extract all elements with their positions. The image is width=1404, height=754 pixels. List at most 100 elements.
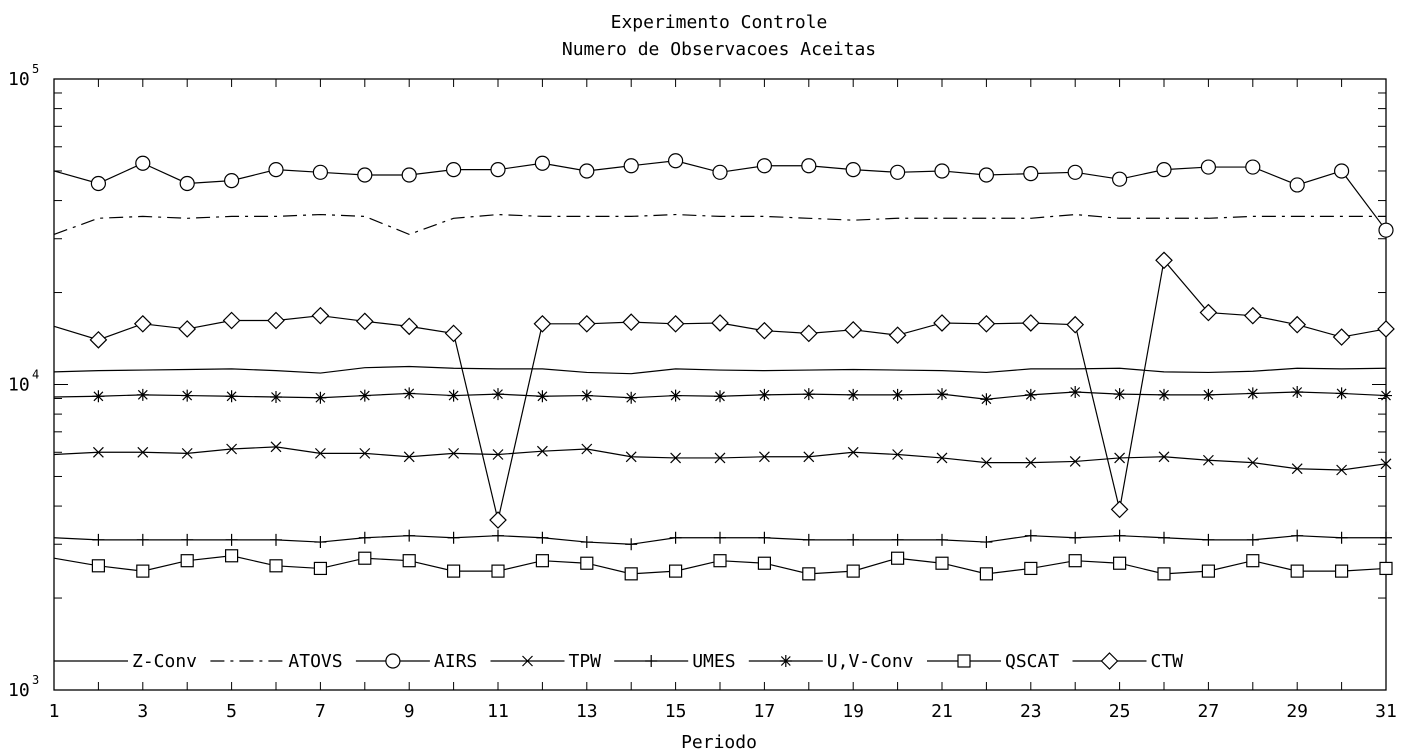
diamond-marker xyxy=(933,314,951,332)
plus-marker xyxy=(847,533,860,546)
legend-label: UMES xyxy=(692,651,735,672)
asterisk-marker xyxy=(1335,387,1348,400)
diamond-marker xyxy=(311,306,330,325)
circle-marker xyxy=(446,162,462,178)
diamond-marker xyxy=(711,314,729,332)
square-marker xyxy=(1112,556,1127,570)
diamond-marker xyxy=(844,320,863,339)
square-marker xyxy=(624,567,638,581)
x-marker xyxy=(1336,464,1348,476)
asterisk-marker xyxy=(758,388,771,401)
square-marker xyxy=(757,556,772,570)
chart-subtitle: Numero de Observacoes Aceitas xyxy=(562,39,876,60)
series-atovs xyxy=(53,213,1386,236)
plus-marker xyxy=(645,655,658,667)
diamond-marker xyxy=(444,324,463,343)
plus-marker xyxy=(936,533,948,546)
diamond-marker xyxy=(489,511,507,529)
diamond-marker xyxy=(533,314,552,333)
asterisk-marker xyxy=(358,389,371,402)
x-marker xyxy=(522,655,533,667)
legend-item: Z-Conv xyxy=(54,651,197,672)
x-marker xyxy=(226,443,238,455)
square-marker xyxy=(491,564,505,578)
diamond-marker xyxy=(1110,500,1129,519)
series-umes xyxy=(53,529,1392,551)
series-line xyxy=(53,365,1387,375)
x-tick-label: 11 xyxy=(487,701,509,722)
asterisk-marker xyxy=(1246,387,1259,400)
legend-label: CTW xyxy=(1151,651,1184,672)
plus-marker xyxy=(758,531,771,544)
plus-marker xyxy=(1069,531,1082,544)
x-marker xyxy=(1069,456,1081,467)
square-marker xyxy=(846,564,860,578)
square-marker xyxy=(91,559,106,573)
x-marker xyxy=(1158,451,1170,463)
square-marker xyxy=(1201,564,1216,578)
x-marker xyxy=(847,446,859,458)
circle-marker xyxy=(1378,222,1394,238)
square-marker xyxy=(668,564,683,578)
series-u-v-conv xyxy=(53,386,1392,406)
x-marker xyxy=(448,447,460,459)
diamond-marker xyxy=(133,314,152,333)
legend-item: AIRS xyxy=(355,651,477,672)
plus-marker xyxy=(225,533,238,546)
x-axis-label: Periodo xyxy=(681,732,757,753)
diamond-marker xyxy=(1100,652,1119,670)
legend-label: U,V-Conv xyxy=(827,651,914,672)
circle-marker xyxy=(490,162,506,178)
chart-title: Experimento Controle xyxy=(611,12,828,33)
y-tick-exponent: 4 xyxy=(32,368,39,382)
y-tick-exponent: 3 xyxy=(32,673,39,687)
legend-label: TPW xyxy=(569,651,602,672)
asterisk-marker xyxy=(1069,386,1082,399)
asterisk-marker xyxy=(1202,388,1215,401)
diamond-marker xyxy=(799,324,818,343)
circle-marker xyxy=(1200,159,1217,175)
square-marker xyxy=(358,551,372,565)
x-marker xyxy=(1202,454,1214,466)
x-tick-label: 13 xyxy=(576,701,598,722)
x-marker xyxy=(403,451,415,463)
series-line xyxy=(53,258,1387,521)
plus-marker xyxy=(314,536,327,549)
x-tick-label: 3 xyxy=(137,701,148,722)
circle-marker xyxy=(1289,177,1305,193)
diamond-marker xyxy=(622,313,641,331)
circle-marker xyxy=(1245,159,1261,175)
plus-marker xyxy=(1024,529,1037,542)
circle-marker xyxy=(934,163,950,179)
legend-label: QSCAT xyxy=(1005,651,1059,672)
x-tick-label: 5 xyxy=(226,701,237,722)
plus-marker xyxy=(891,533,904,546)
asterisk-marker xyxy=(580,389,593,402)
circle-marker xyxy=(385,653,401,669)
plus-marker xyxy=(492,529,504,542)
asterisk-marker xyxy=(714,390,726,403)
diamond-marker xyxy=(1066,315,1085,334)
x-marker xyxy=(181,447,193,459)
asterisk-marker xyxy=(1291,386,1304,399)
y-tick-label: 10 xyxy=(8,375,30,396)
square-marker xyxy=(1157,567,1171,581)
square-marker xyxy=(713,554,727,568)
asterisk-marker xyxy=(936,388,948,401)
plus-marker xyxy=(358,531,371,544)
asterisk-marker xyxy=(314,391,327,404)
diamond-marker xyxy=(577,314,596,333)
asterisk-marker xyxy=(270,391,282,404)
asterisk-marker xyxy=(225,390,238,403)
asterisk-marker xyxy=(1113,388,1126,401)
asterisk-marker xyxy=(447,389,460,402)
y-tick-label: 10 xyxy=(8,680,30,701)
legend-item: QSCAT xyxy=(927,651,1059,672)
asterisk-marker xyxy=(536,390,549,403)
diamond-marker xyxy=(355,312,374,331)
diamond-marker xyxy=(977,314,996,333)
diamond-marker xyxy=(1243,306,1262,325)
series-z-conv xyxy=(53,365,1387,375)
square-marker xyxy=(979,567,994,581)
